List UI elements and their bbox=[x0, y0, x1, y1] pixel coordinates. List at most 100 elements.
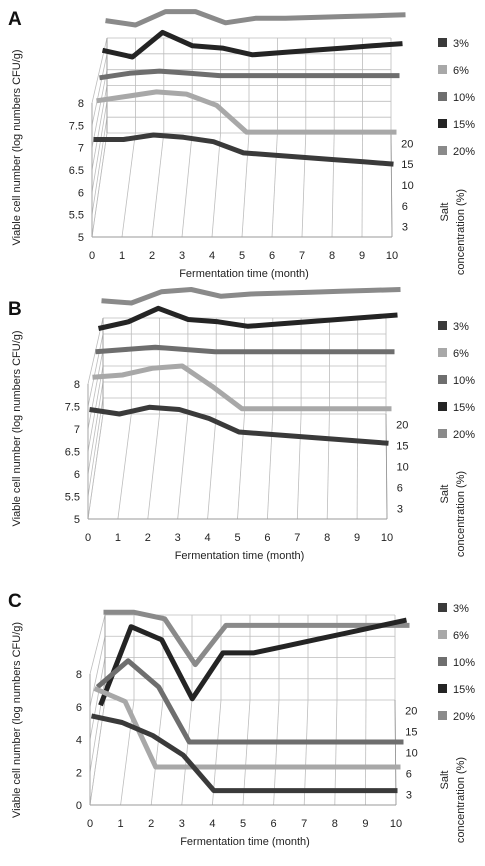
depth-gridline bbox=[303, 699, 309, 806]
legend-swatch bbox=[438, 429, 447, 438]
depth-gridline bbox=[181, 132, 193, 238]
side-gridline bbox=[87, 413, 104, 520]
y-tick-label: 7.5 bbox=[65, 402, 80, 414]
depth-gridline bbox=[147, 413, 160, 520]
x-tick-label: 0 bbox=[89, 250, 95, 262]
depth-gridline bbox=[151, 132, 165, 238]
x-tick-label: 0 bbox=[87, 818, 93, 830]
z-tick-label: 10 bbox=[402, 180, 414, 192]
side-gridline bbox=[87, 381, 104, 475]
z-axis-title-line2: concentration (%) bbox=[455, 189, 467, 275]
z-axis-line bbox=[394, 699, 397, 806]
series-line-20pct bbox=[105, 9, 406, 28]
y-tick-label: 0 bbox=[76, 800, 82, 812]
series-line-15pct bbox=[97, 305, 398, 331]
side-gridline bbox=[87, 333, 104, 407]
legend-swatch bbox=[438, 684, 447, 693]
depth-gridline bbox=[301, 132, 307, 238]
z-tick-label: 6 bbox=[397, 483, 403, 495]
z-tick-label: 20 bbox=[401, 138, 413, 150]
x-tick-label: 3 bbox=[175, 532, 181, 544]
legend-label: 6% bbox=[453, 348, 469, 360]
x-tick-label: 5 bbox=[239, 250, 245, 262]
side-gridline bbox=[87, 397, 104, 497]
series-line-15pct bbox=[98, 617, 408, 707]
x-axis-title: Fermentation time (month) bbox=[180, 836, 310, 848]
panel-label: B bbox=[8, 299, 22, 320]
x-tick-label: 8 bbox=[329, 250, 335, 262]
x-tick-label: 6 bbox=[271, 818, 277, 830]
legend-label: 20% bbox=[453, 429, 475, 441]
x-tick-label: 7 bbox=[301, 818, 307, 830]
panel-b: B 5 5.5 6 6.5 7 7.5 8 0 1 2 3 4 5 6 7 8 9 10 Fermentation t… bbox=[8, 287, 475, 562]
side-gridline bbox=[91, 69, 108, 148]
z-tick-label: 6 bbox=[406, 769, 412, 781]
y-tick-label: 5.5 bbox=[69, 210, 84, 222]
side-gridline bbox=[89, 636, 106, 707]
series-line-20pct bbox=[103, 609, 410, 668]
x-tick-label: 4 bbox=[209, 250, 215, 262]
z-tick-label: 10 bbox=[397, 462, 409, 474]
x-tick-label: 9 bbox=[354, 532, 360, 544]
z-tick-label: 15 bbox=[405, 727, 417, 739]
legend-label: 10% bbox=[453, 92, 475, 104]
z-axis-title-line1: Salt bbox=[439, 485, 451, 504]
x-tick-label: 0 bbox=[85, 532, 91, 544]
y-tick-label: 8 bbox=[76, 669, 82, 681]
z-tick-label: 15 bbox=[401, 159, 413, 171]
z-axis-title-line2: concentration (%) bbox=[455, 757, 467, 843]
series-line-3pct bbox=[90, 713, 398, 794]
x-axis-title: Fermentation time (month) bbox=[179, 268, 309, 280]
depth-gridline bbox=[150, 699, 164, 806]
side-gridline bbox=[89, 657, 106, 740]
depth-gridline bbox=[177, 413, 189, 520]
x-tick-label: 2 bbox=[149, 250, 155, 262]
z-tick-label: 3 bbox=[397, 504, 403, 516]
depth-gridline bbox=[271, 132, 278, 238]
depth-gridline bbox=[326, 413, 330, 520]
z-axis-line bbox=[390, 132, 393, 238]
x-tick-label: 2 bbox=[145, 532, 151, 544]
z-axis-title-line1: Salt bbox=[439, 771, 451, 790]
depth-gridline bbox=[117, 413, 132, 520]
y-tick-label: 4 bbox=[76, 735, 82, 747]
x-tick-label: 5 bbox=[234, 532, 240, 544]
legend-swatch bbox=[438, 603, 447, 612]
x-tick-label: 1 bbox=[119, 250, 125, 262]
y-tick-label: 5 bbox=[74, 514, 80, 526]
legend-swatch bbox=[438, 711, 447, 720]
depth-gridline bbox=[242, 699, 251, 806]
z-tick-label: 6 bbox=[402, 201, 408, 213]
x-tick-label: 7 bbox=[299, 250, 305, 262]
panel-label: A bbox=[8, 9, 22, 30]
side-gridline bbox=[87, 349, 104, 430]
legend-swatch bbox=[438, 375, 447, 384]
depth-gridline bbox=[273, 699, 280, 806]
series-line-3pct bbox=[93, 132, 394, 167]
z-tick-label: 20 bbox=[396, 420, 408, 432]
legend-label: 20% bbox=[453, 711, 475, 723]
x-tick-label: 10 bbox=[386, 250, 398, 262]
y-tick-label: 6 bbox=[74, 469, 80, 481]
depth-gridline bbox=[331, 132, 335, 238]
series-line-10pct bbox=[99, 68, 400, 81]
side-gridline bbox=[89, 614, 106, 675]
z-tick-label: 3 bbox=[402, 222, 408, 234]
y-tick-label: 5.5 bbox=[65, 492, 80, 504]
x-tick-label: 9 bbox=[362, 818, 368, 830]
x-tick-label: 10 bbox=[381, 532, 393, 544]
legend-label: 6% bbox=[453, 630, 469, 642]
y-axis-title: Viable cell number (log numbers CFU/g) bbox=[11, 330, 23, 526]
legend-label: 20% bbox=[453, 146, 475, 158]
z-tick-label: 20 bbox=[405, 706, 417, 718]
y-tick-label: 2 bbox=[76, 767, 82, 779]
x-tick-label: 8 bbox=[324, 532, 330, 544]
legend-swatch bbox=[438, 38, 447, 47]
depth-gridline bbox=[241, 132, 250, 238]
series-line-10pct bbox=[95, 658, 404, 745]
legend-swatch bbox=[438, 92, 447, 101]
panel-a: A 5 5.5 6 6.5 7 7.5 8 0 1 2 3 4 5 6 7 8 9 10 Fermentation t… bbox=[8, 9, 475, 280]
x-tick-label: 9 bbox=[359, 250, 365, 262]
x-tick-label: 4 bbox=[209, 818, 215, 830]
